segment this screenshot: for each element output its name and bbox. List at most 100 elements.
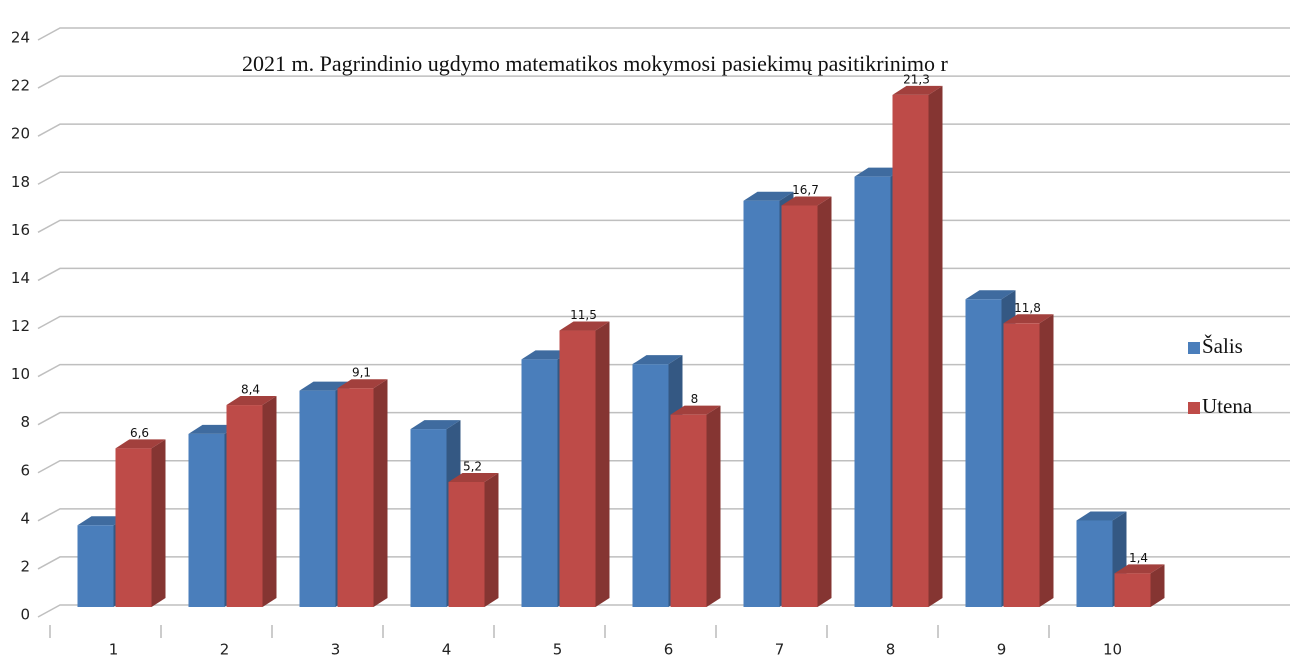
bar-front [410, 429, 447, 607]
bar [559, 321, 610, 607]
background [500, 0, 1290, 22]
bar [670, 405, 721, 607]
bar-front [559, 330, 596, 607]
chart-title: 2021 m. Pagrindinio ugdymo matematikos m… [242, 51, 948, 76]
bar-front [1114, 573, 1151, 607]
y-tick-label: 4 [20, 509, 30, 527]
bar-top [559, 321, 610, 331]
bar-front [1076, 520, 1113, 607]
bar-top [77, 516, 128, 526]
y-tick-label: 16 [11, 221, 30, 239]
data-label: 8 [691, 392, 699, 406]
x-tick-label: 6 [664, 641, 674, 659]
data-label: 11,8 [1014, 301, 1041, 315]
bar-top [965, 290, 1016, 300]
legend-label: Utena [1202, 394, 1253, 418]
bar-front [188, 433, 225, 607]
bar-top [632, 355, 683, 365]
bar-top [1076, 511, 1127, 521]
bar-top [299, 381, 350, 391]
x-tick-label: 4 [442, 641, 452, 659]
bar-top [226, 396, 277, 406]
bar-side [373, 379, 388, 607]
bar-front [521, 359, 558, 607]
y-tick-label: 2 [20, 557, 30, 575]
grid-line [37, 27, 1290, 41]
y-tick-label: 8 [20, 413, 30, 431]
data-label: 6,6 [130, 426, 149, 440]
grid-line [37, 171, 1290, 185]
bar-top [892, 85, 943, 95]
bar-side [706, 405, 721, 607]
bar-side [484, 472, 499, 607]
x-tick-label: 7 [775, 641, 785, 659]
y-tick-label: 18 [11, 173, 30, 191]
bar-front [77, 525, 114, 607]
bar-front [337, 388, 374, 607]
bar [115, 439, 166, 607]
bar [1114, 564, 1165, 607]
bar-top [448, 472, 499, 482]
data-label: 8,4 [241, 383, 260, 397]
y-tick-label: 6 [20, 461, 30, 479]
y-tick-label: 0 [20, 606, 30, 624]
data-label: 21,3 [903, 72, 930, 86]
bar-side [1150, 564, 1165, 607]
data-label: 16,7 [792, 183, 819, 197]
x-tick-label: 8 [886, 641, 896, 659]
bar [226, 396, 277, 607]
x-tick-label: 1 [109, 641, 119, 659]
bar [892, 85, 943, 608]
bar [337, 379, 388, 607]
x-tick-label: 3 [331, 641, 341, 659]
bar-side [1039, 314, 1054, 607]
bar-front [448, 481, 485, 607]
bar-top [115, 439, 166, 449]
bar-front [226, 405, 263, 607]
bar-top [743, 191, 794, 201]
bar-front [743, 200, 780, 607]
x-tick-label: 9 [997, 641, 1007, 659]
bar-front [892, 94, 929, 608]
legend-label: Šalis [1202, 334, 1243, 358]
bar-front [854, 176, 891, 607]
bar-top [337, 379, 388, 389]
bar-top [854, 167, 905, 177]
bar-front [632, 364, 669, 607]
data-label: 11,5 [570, 308, 597, 322]
bar-front [299, 390, 336, 607]
x-tick-label: 5 [553, 641, 563, 659]
bar-top [1114, 564, 1165, 574]
bar [448, 472, 499, 607]
bar-front [115, 448, 152, 607]
bar-front [1003, 323, 1040, 607]
bar-side [817, 196, 832, 608]
y-tick-label: 22 [11, 77, 30, 95]
bar-side [262, 396, 277, 607]
data-label: 1,4 [1129, 551, 1148, 565]
grid-line [37, 75, 1290, 89]
legend-swatch [1188, 342, 1200, 354]
y-tick-label: 24 [11, 29, 30, 47]
grid-line [37, 123, 1290, 137]
grid-line [37, 219, 1290, 233]
bar-top [188, 424, 239, 434]
bar-front [670, 414, 707, 607]
bar-front [781, 205, 818, 608]
bar-top [410, 420, 461, 430]
bar [781, 196, 832, 608]
bar-top [521, 350, 572, 360]
data-label: 5,2 [463, 459, 482, 473]
y-tick-label: 12 [11, 317, 30, 335]
legend-swatch [1188, 402, 1200, 414]
x-tick-label: 2 [220, 641, 230, 659]
data-label: 9,1 [352, 366, 371, 380]
bar [410, 420, 461, 607]
y-tick-label: 20 [11, 125, 30, 143]
bar [1003, 314, 1054, 607]
y-tick-label: 14 [11, 269, 30, 287]
bar-side [928, 85, 943, 608]
bar-side [595, 321, 610, 607]
grid-line [37, 267, 1290, 282]
